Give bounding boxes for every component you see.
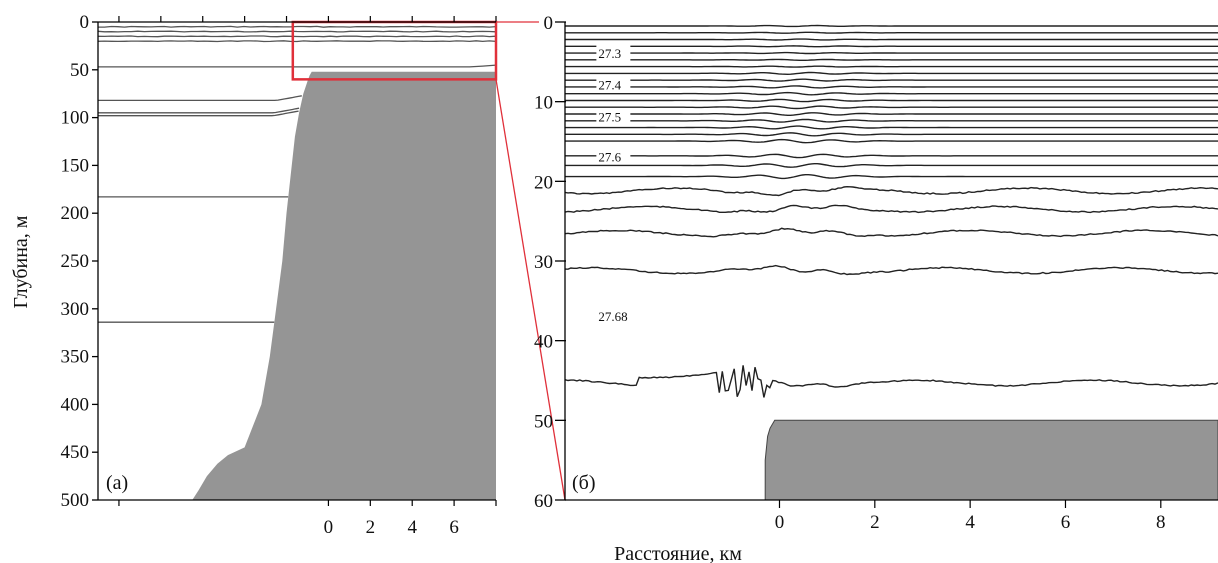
panel-b-label-bg [596, 76, 631, 93]
zoom-connector-bottom [495, 79, 566, 501]
panel-a-x-tick-label: 4 [407, 517, 417, 538]
panel-b-isopycnal-line [565, 91, 1218, 96]
panel-b-isopycnal-line [565, 153, 1218, 159]
panel-a-y-tick-label: 500 [61, 490, 90, 511]
panel-b-isopycnal-line [565, 38, 1218, 41]
panel-b-y-tick-label: 60 [534, 491, 553, 512]
panel-a-zoom-box [291, 20, 498, 81]
panel-b-isopycnal-label: 27.3 [598, 46, 621, 61]
panel-b-isopycnal-line [564, 264, 1218, 276]
panel-b-isopycnal-line [565, 98, 1218, 103]
y-axis-title: Глубина, м [10, 215, 32, 308]
panel-a-y-tick-label: 250 [61, 251, 90, 272]
panel-b-isopycnal-label: 27.6 [598, 149, 621, 164]
panel-b-isopycnal-line [565, 85, 1218, 89]
panel-a-y-tick-label: 350 [61, 347, 90, 368]
panel-a-y-tick-label: 400 [61, 394, 90, 415]
panel-a-y-tick-label: 0 [80, 12, 90, 33]
panel-a-isopycnal-line [98, 25, 497, 28]
panel-b-isopycnal-line [565, 118, 1218, 123]
panel-a-x-tick-label: 0 [324, 517, 334, 538]
panel-b-isopycnal-line [565, 58, 1218, 61]
panel-b-isopycnal-line [565, 24, 1218, 28]
panel-a-label: (а) [106, 472, 128, 494]
panel-a-y-tick-label: 150 [61, 155, 90, 176]
panel-a-isopycnal-line [97, 40, 497, 43]
panel-b-isopycnal-line [565, 125, 1218, 130]
panel-b-isopycnal-line [565, 162, 1218, 168]
panel-b-label-bg [596, 108, 631, 125]
x-axis-title: Расстояние, км [614, 543, 742, 563]
panel-a-isopycnal-line [98, 110, 299, 117]
panel-b-isopycnal-line [565, 51, 1218, 55]
panel-b-isopycnal-line [564, 227, 1218, 238]
panel-b-isopycnal-line [565, 132, 1218, 137]
panel-b: 27.3 27.4 27.5 27.6 27.68 0 10 20 30 40 50 60 0 2 4 6 8… [534, 13, 1218, 533]
panel-b-x-tick-label: 6 [1061, 512, 1071, 533]
panel-b-isopycnal-line [564, 204, 1218, 214]
panel-a-x-tick-label: 2 [366, 517, 376, 538]
panel-a-y-tick-label: 300 [61, 299, 90, 320]
panel-b-label-bg [596, 148, 631, 165]
panel-b-isopycnal-line [565, 78, 1218, 82]
panel-a-y-tick-label: 200 [61, 203, 90, 224]
panel-a-y-tick-label: 50 [70, 60, 89, 81]
panel-b-x-tick-label: 8 [1156, 512, 1166, 533]
panel-a-isopycnal-line [98, 64, 497, 68]
panel-a-isopycnals [97, 25, 497, 323]
panel-b-isopycnal-line [565, 105, 1218, 110]
panel-b-isopycnals: 27.3 27.4 27.5 27.6 27.68 [564, 24, 1218, 398]
panel-b-isopycnal-line [565, 173, 1218, 180]
panel-b-y-tick-label: 40 [534, 332, 553, 353]
panel-b-label-bg [596, 44, 631, 61]
panel-a-isopycnal-line [97, 35, 497, 38]
panel-a-isopycnal-line [97, 30, 497, 33]
panel-b-isopycnal-label: 27.68 [598, 309, 627, 324]
panel-a: 0 50 100 150 200 250 300 350 400 450 500 0 2 4 6 (а) [61, 12, 498, 538]
panel-b-x-tick-label: 4 [965, 512, 975, 533]
panel-b-y-tick-label: 0 [544, 13, 554, 34]
panel-a-isopycnal-line [98, 95, 302, 102]
panel-a-y-tick-label: 100 [61, 108, 90, 129]
panel-b-x-tick-label: 2 [870, 512, 880, 533]
panel-b-label-bg [596, 307, 638, 324]
panel-a-y-tick-label: 450 [61, 442, 90, 463]
panel-b-y-tick-label: 30 [534, 252, 553, 273]
panel-b-seafloor [764, 419, 1218, 501]
panel-b-isopycnal-line [565, 112, 1218, 117]
panel-b-isopycnal-label: 27.4 [598, 78, 621, 93]
panel-a-x-tick-label: 6 [449, 517, 459, 538]
panel-b-isopycnal-label: 27.5 [598, 110, 621, 125]
panel-a-isopycnal-line [98, 107, 300, 114]
panel-b-isopycnal-line [565, 45, 1218, 48]
panel-b-y-tick-label: 50 [534, 411, 553, 432]
panel-a-seafloor [181, 71, 496, 500]
panel-b-y-tick-label: 10 [534, 93, 553, 114]
panel-b-axes: 0 10 20 30 40 50 60 0 2 4 6 8 [534, 13, 1218, 533]
panel-b-isopycnal-line [564, 185, 1218, 197]
panel-b-isopycnal-line [565, 31, 1218, 34]
panel-a-axes: 0 50 100 150 200 250 300 350 400 450 500 0 2 4 6 [61, 12, 497, 538]
panel-b-x-tick-label: 0 [775, 512, 785, 533]
panel-b-isopycnal-line [565, 138, 1218, 144]
panel-b-isopycnal-line [564, 365, 1218, 398]
panel-b-isopycnal-line [565, 71, 1218, 76]
panel-b-label: (б) [572, 472, 596, 494]
panel-b-y-tick-label: 20 [534, 172, 553, 193]
panel-b-isopycnal-line [565, 65, 1218, 68]
